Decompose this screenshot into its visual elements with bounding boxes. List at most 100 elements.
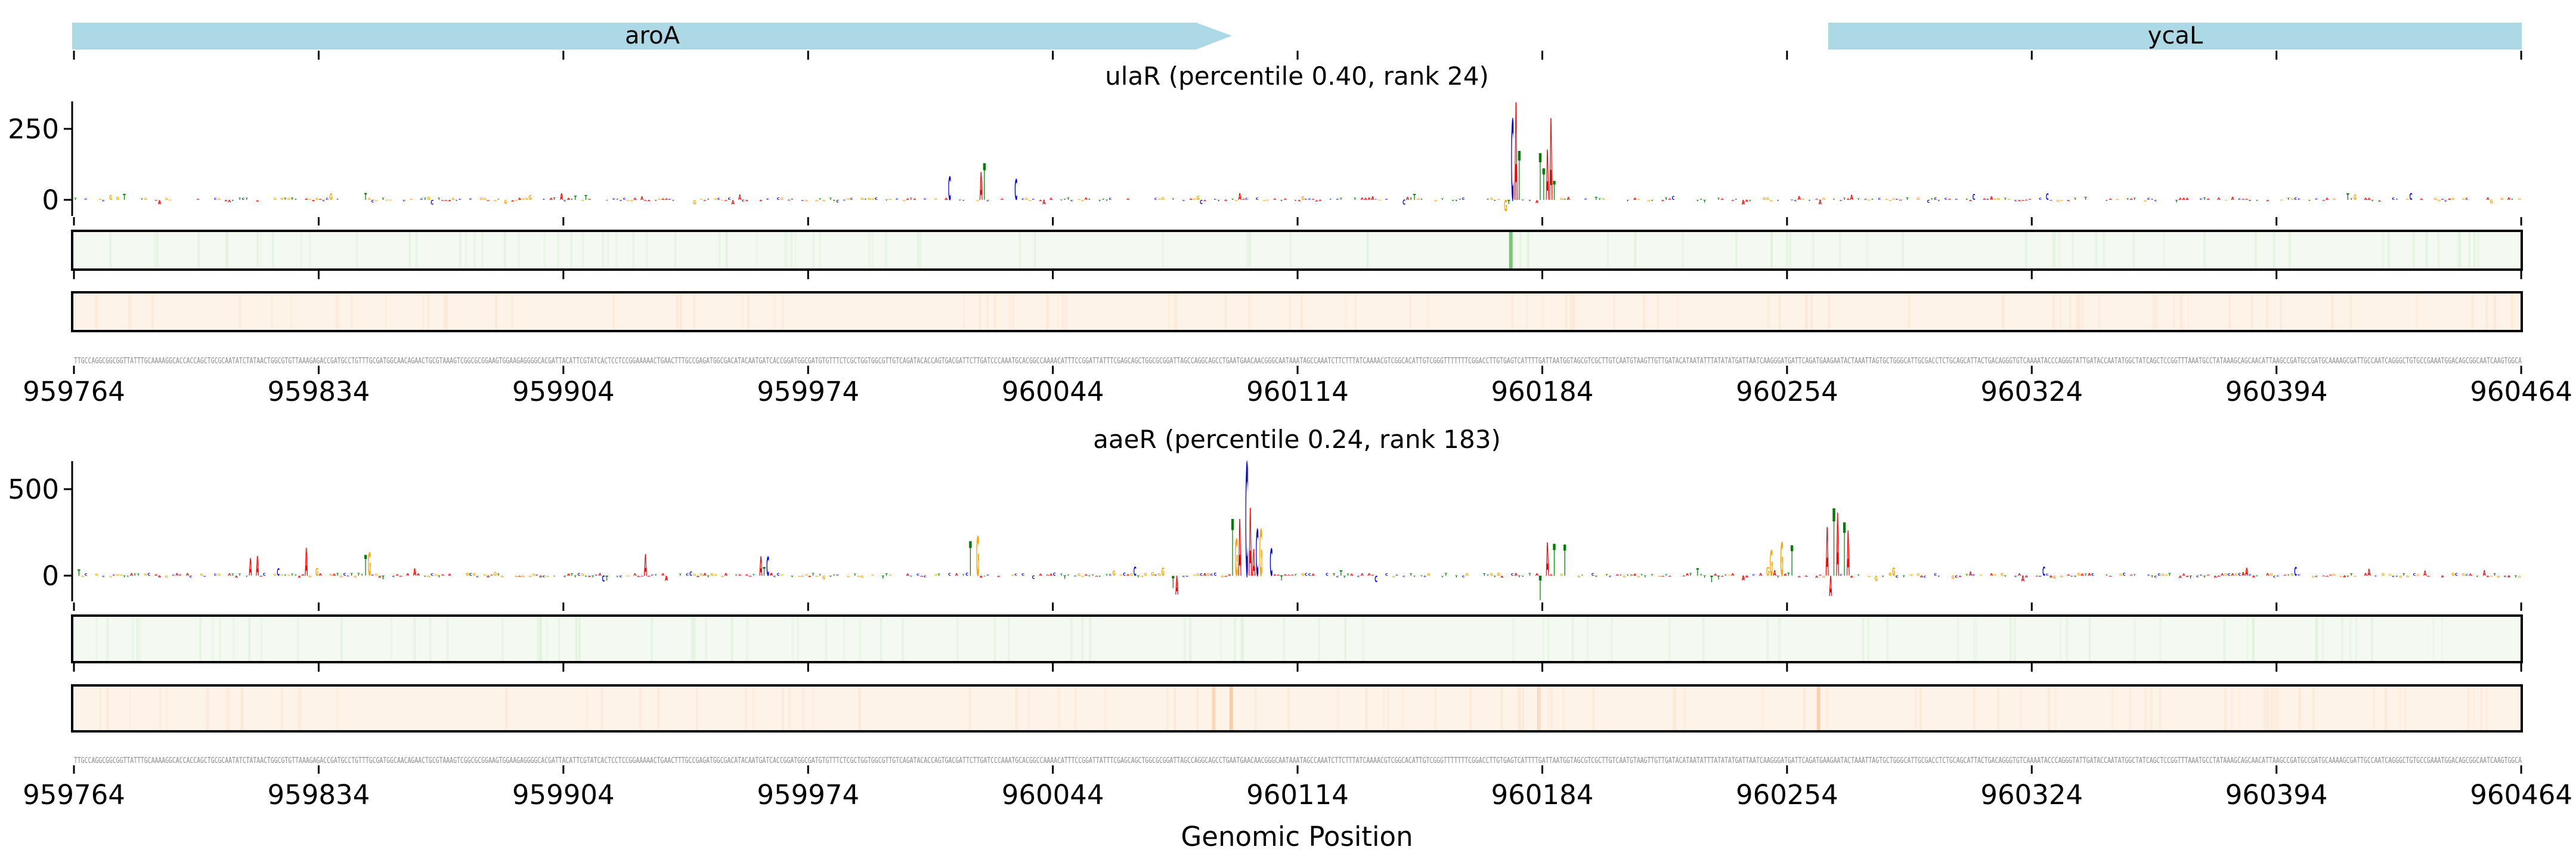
green-track-stripe	[1366, 231, 1369, 270]
logo-letter-T: T	[424, 198, 427, 201]
green-track-stripe	[1634, 231, 1637, 270]
logo-letter-G: G	[1193, 574, 1196, 577]
logo-letter-A: A	[1721, 198, 1724, 200]
logo-letter-T: T	[2175, 200, 2178, 204]
logo-letter-T: T	[1067, 198, 1070, 201]
logo-letter-C: C	[686, 573, 689, 577]
logo-letter-G: G	[1490, 198, 1494, 201]
green-track-stripe	[1344, 616, 1347, 662]
logo-letter-T: T	[909, 576, 912, 578]
logo-letter-T: T	[438, 198, 441, 201]
green-track-stripe	[211, 616, 214, 662]
logo-letter-C: C	[1074, 576, 1077, 577]
logo-letter-C: C	[602, 574, 605, 584]
green-track-stripe	[2441, 616, 2444, 662]
logo-letter-C: C	[1973, 193, 1976, 202]
logo-letter-T: T	[1735, 199, 1738, 200]
orange-track-stripe	[1997, 685, 2000, 731]
green-track-stripe	[1249, 231, 1252, 270]
green-track-stripe	[1862, 616, 1865, 662]
logo-letter-C: C	[1973, 574, 1976, 576]
logo-letter-T: T	[1494, 200, 1497, 202]
logo-letter-T: T	[231, 200, 234, 202]
logo-letter-C: C	[469, 198, 472, 200]
logo-letter-C: C	[242, 198, 245, 201]
logo-letter-C: C	[1182, 200, 1185, 202]
orange-track	[71, 291, 2523, 332]
green-track-stripe	[540, 616, 543, 662]
logo-letter-C: C	[2249, 574, 2252, 576]
logo-letter-C: C	[1878, 198, 1881, 200]
logo-letter-T: T	[1459, 199, 1462, 200]
orange-track-stripe	[1173, 292, 1176, 331]
logo-letter-C: C	[1336, 199, 1339, 201]
logo-letter-A: A	[130, 573, 133, 577]
logo-letter-C: C	[917, 574, 919, 577]
logo-letter-A: A	[745, 200, 749, 202]
orange-track-stripe	[788, 685, 791, 731]
logo-letter-T: T	[2371, 200, 2374, 202]
green-track-stripe	[2315, 616, 2318, 662]
logo-letter-A: A	[2343, 576, 2346, 578]
logo-letter-T: T	[1724, 574, 1727, 576]
logo-letter-G: G	[280, 574, 283, 576]
logo-letter-C: C	[1070, 200, 1073, 202]
x-tick-label: 959904	[512, 779, 615, 811]
logo-letter-T: T	[2151, 199, 2154, 200]
logo-letter-A: A	[770, 572, 773, 577]
green-track-stripe	[556, 231, 559, 270]
y-tick-label: 500	[8, 474, 59, 505]
logo-letter-A: A	[738, 194, 741, 202]
logo-letter-T: T	[791, 199, 794, 200]
green-track-stripe	[993, 616, 996, 662]
logo-letter-T: T	[1231, 199, 1234, 200]
orange-track-stripe	[676, 292, 679, 331]
logo-letter-A: A	[1085, 574, 1088, 576]
orange-track-stripe	[1511, 292, 1514, 331]
green-track-stripe	[300, 231, 303, 270]
green-track-stripe	[1682, 231, 1685, 270]
logo-letter-C: C	[2154, 200, 2157, 202]
green-track-stripe	[1789, 231, 1792, 270]
logo-letter-C: C	[2046, 574, 2049, 577]
logo-letter-G: G	[630, 200, 633, 202]
logo-letter-A: A	[1277, 574, 1280, 576]
logo-letter-A: A	[2213, 576, 2217, 579]
logo-letter-C: C	[689, 570, 692, 577]
gene-ycaL-bar	[1828, 23, 2522, 50]
logo-letter-T: T	[1871, 199, 1874, 200]
logo-letter-G: G	[857, 576, 860, 578]
logo-letter-G: G	[1637, 576, 1640, 578]
logo-letter-G: G	[2382, 573, 2385, 577]
logo-letter-A: A	[1721, 576, 1724, 577]
logo-letter-A: A	[1826, 514, 1829, 592]
logo-letter-G: G	[2312, 576, 2315, 579]
orange-track-stripe	[1224, 292, 1227, 331]
orange-track-stripe	[1387, 685, 1390, 731]
logo-letter-G: G	[781, 198, 784, 201]
orange-track-stripe	[290, 292, 293, 331]
orange-track-stripe	[1289, 292, 1292, 331]
orange-track-stripe	[1175, 292, 1178, 331]
orange-track	[71, 684, 2523, 733]
orange-track-stripe	[781, 292, 784, 331]
green-track-stripe	[481, 231, 484, 270]
logo-letter-C: C	[1423, 576, 1426, 578]
logo-letter-G: G	[1577, 576, 1581, 579]
green-track-stripe	[1770, 231, 1773, 270]
logo-letter-T: T	[2106, 574, 2109, 576]
green-track-stripe	[135, 616, 138, 662]
logo-letter-T: T	[819, 198, 822, 200]
logo-letter-A: A	[2231, 196, 2235, 201]
logo-letter-G: G	[710, 573, 713, 577]
logo-letter-G: G	[1029, 200, 1032, 202]
logo-letter-A: A	[1189, 199, 1192, 201]
logo-letter-T: T	[2511, 199, 2514, 200]
orange-track-stripe	[350, 292, 353, 331]
logo-letter-T: T	[382, 574, 384, 580]
logo-letter-T: T	[2493, 573, 2496, 576]
logo-letter-C: C	[1256, 517, 1259, 591]
logo-letter-G: G	[218, 574, 221, 577]
logo-letter-T: T	[2395, 576, 2398, 578]
